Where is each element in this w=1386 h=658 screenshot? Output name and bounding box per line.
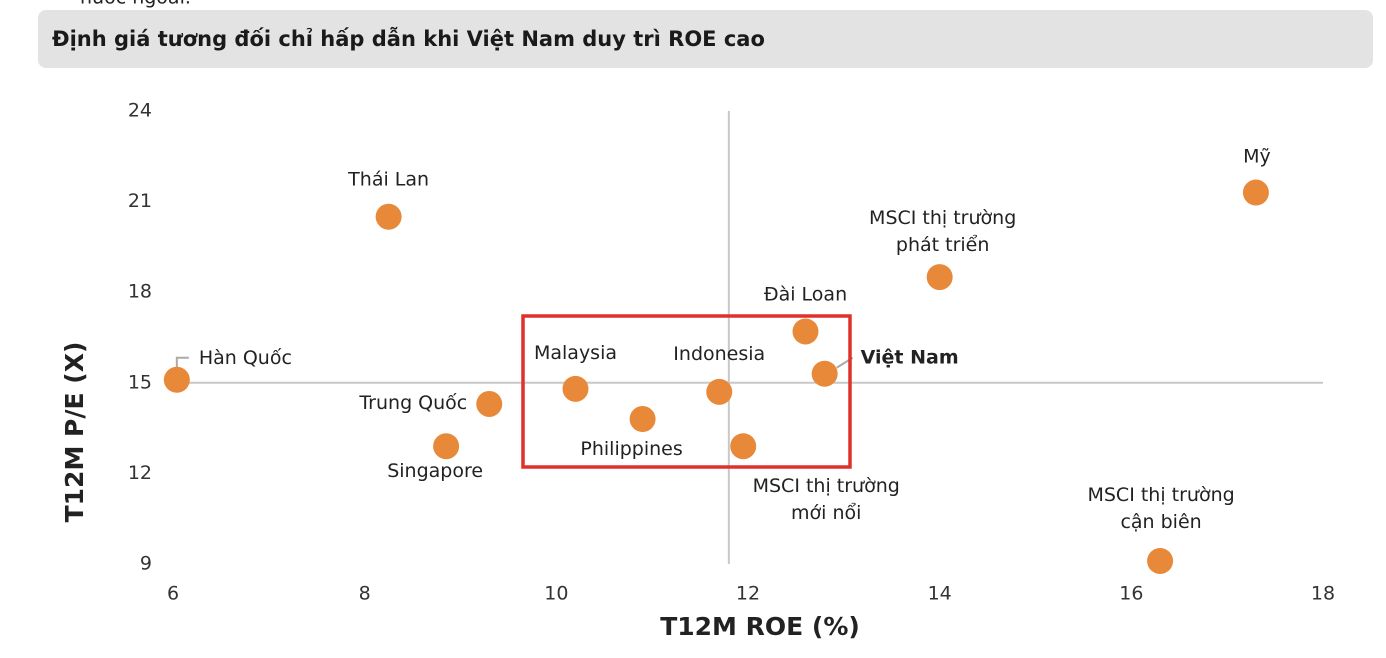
y-tick-label: 15 (128, 371, 152, 393)
y-axis-title: T12M P/E (X) (60, 342, 89, 523)
label-line: Trung Quốc (358, 391, 467, 413)
point-label: Indonesia (673, 342, 765, 364)
x-tick-label: 12 (736, 583, 760, 605)
x-tick-label: 6 (167, 583, 179, 605)
label-line: Đài Loan (764, 283, 847, 305)
x-tick-label: 14 (928, 583, 952, 605)
label-line: Singapore (387, 460, 483, 482)
y-tick-label: 24 (128, 100, 152, 122)
point-label: Đài Loan (764, 283, 847, 305)
label-line: mới nổi (791, 502, 861, 524)
point (792, 318, 819, 345)
x-tick-label: 18 (1311, 583, 1335, 605)
label-line: Malaysia (534, 341, 617, 363)
point (163, 366, 190, 393)
point-label: Malaysia (534, 341, 617, 363)
point (375, 203, 402, 230)
y-tick-label: 21 (128, 190, 152, 212)
x-tick-label: 10 (544, 583, 568, 605)
x-tick-label: 8 (359, 583, 371, 605)
point (629, 406, 656, 433)
label-line: MSCI thị trường (753, 475, 900, 497)
y-tick-label: 12 (128, 462, 152, 484)
point-label: Hàn Quốc (199, 346, 292, 368)
point-label: Việt Nam (861, 346, 959, 368)
point-label: Philippines (580, 438, 682, 460)
x-tick-label: 16 (1119, 583, 1143, 605)
y-tick-label: 18 (128, 281, 152, 303)
label-line: Việt Nam (861, 346, 959, 368)
point (706, 378, 733, 405)
y-tick-label: 9 (140, 553, 152, 575)
label-line: MSCI thị trường (1087, 483, 1234, 505)
point (926, 264, 953, 291)
point (1147, 547, 1174, 574)
label-line: Philippines (580, 438, 682, 460)
label-line: Thái Lan (347, 168, 429, 190)
highlight-box (521, 314, 852, 469)
point-label: Thái Lan (347, 168, 429, 190)
point (433, 433, 460, 460)
label-line: phát triển (896, 234, 990, 256)
label-line: Mỹ (1243, 145, 1271, 167)
title-bar (38, 10, 1373, 68)
point-label: Mỹ (1243, 145, 1271, 167)
point-label: Trung Quốc (358, 391, 467, 413)
label-line: Indonesia (673, 342, 765, 364)
point-label: Singapore (387, 460, 483, 482)
label-line: Hàn Quốc (199, 346, 292, 368)
point-label: MSCI thị trường cận biên (1087, 483, 1234, 532)
leader-line (175, 356, 189, 370)
point (1242, 179, 1269, 206)
chart-title: Định giá tương đối chỉ hấp dẫn khi Việt … (52, 27, 765, 51)
point (730, 433, 757, 460)
point-label: MSCI thị trường mới nổi (753, 475, 900, 524)
label-line: cận biên (1120, 510, 1201, 532)
cut-text: nước ngoài. (80, 0, 191, 9)
point (811, 360, 838, 387)
x-axis-title: T12M ROE (%) (660, 612, 860, 641)
point (562, 375, 589, 402)
point (476, 390, 503, 417)
point-label: MSCI thị trường phát triển (869, 207, 1016, 256)
label-line: MSCI thị trường (869, 207, 1016, 229)
